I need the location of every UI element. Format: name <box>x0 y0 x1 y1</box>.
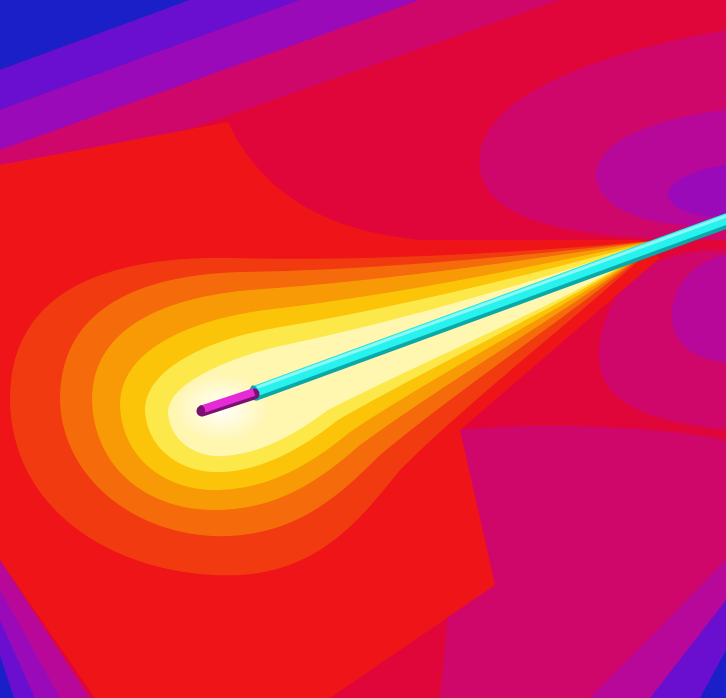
probe-shaft-highlight <box>256 214 726 389</box>
cold-region-bottom-right-magenta <box>440 425 726 698</box>
cold-corner-bottom-left <box>0 655 14 698</box>
cold-corner-bottom-right <box>700 650 726 698</box>
cold-band-bottom-right-violet <box>650 600 726 698</box>
ablation-probe-icon <box>196 213 726 417</box>
probe-tip-end <box>198 405 206 415</box>
right-lobe-lower-purple <box>671 255 726 362</box>
probe-shaft <box>250 213 726 397</box>
probe-tip <box>201 388 256 413</box>
cold-band-bottom-left-violet <box>0 620 35 698</box>
right-lobe-upper-violet <box>668 165 726 217</box>
